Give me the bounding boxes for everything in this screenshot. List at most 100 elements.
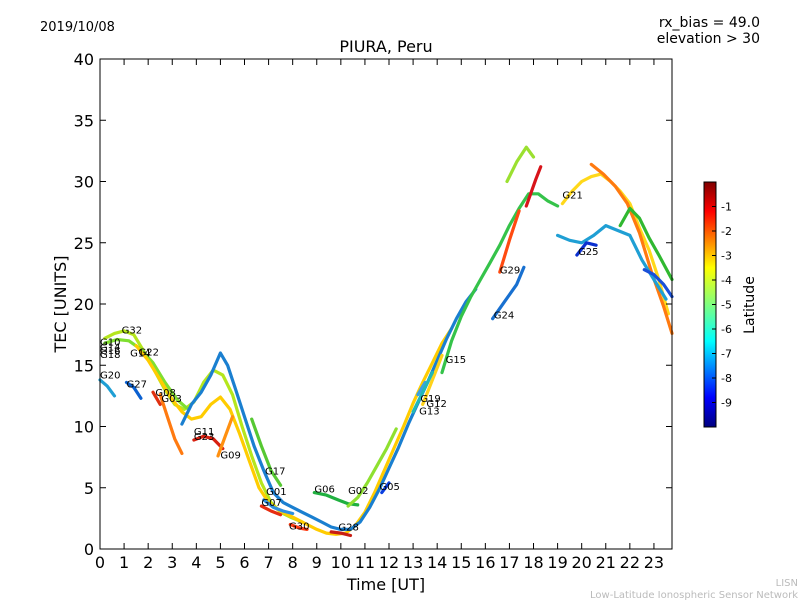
- satellite-label: G05: [379, 482, 399, 493]
- elevation-label: elevation > 30: [657, 31, 760, 47]
- y-tick-label: 35: [74, 111, 94, 130]
- y-tick-label: 5: [84, 479, 94, 498]
- y-tick-label: 15: [74, 356, 94, 375]
- x-tick-label: 4: [191, 553, 201, 572]
- series-trace: [421, 353, 444, 406]
- series-trace: [250, 417, 283, 487]
- colorbar-ticks: -1 -2 -3 -4 -5 -6 -7 -8 -9: [712, 201, 732, 410]
- series-trace: [288, 522, 309, 532]
- y-tick-label: 30: [74, 173, 94, 192]
- series-trace: [262, 498, 295, 516]
- satellite-label: G28: [338, 523, 358, 534]
- y-tick-label: 20: [74, 295, 94, 314]
- x-tick-label: 20: [572, 553, 592, 572]
- series-trace: [151, 390, 162, 406]
- series-trace: [124, 380, 143, 400]
- x-tick-label: 8: [288, 553, 298, 572]
- satellite-label: G17: [265, 466, 285, 477]
- series-trace: [103, 337, 189, 410]
- x-tick-label: 21: [596, 553, 616, 572]
- satellite-label: G08: [155, 388, 175, 399]
- x-tick-label: 10: [331, 553, 351, 572]
- series-trace: [440, 192, 560, 375]
- series-trace: [346, 427, 398, 508]
- footer-network: Low-Latitude Ionospheric Sensor Network: [590, 590, 798, 600]
- x-tick-label: 16: [475, 553, 495, 572]
- footer-lisn: LISN: [776, 578, 798, 589]
- colorbar-tick-label: -1: [721, 201, 732, 214]
- x-tick-label: 12: [379, 553, 399, 572]
- series-trace: [524, 165, 543, 208]
- series-trace: [103, 329, 304, 524]
- satellite-label: G23: [194, 432, 214, 443]
- x-tick-label: 13: [403, 553, 423, 572]
- satellite-label: G14: [100, 343, 120, 354]
- satellite-label: G25: [578, 247, 598, 258]
- x-tick-label: 2: [143, 553, 153, 572]
- satellite-label: G03: [161, 394, 181, 405]
- series-layer: [98, 145, 674, 538]
- series-trace: [259, 504, 283, 517]
- series-trace: [192, 434, 225, 451]
- colorbar-tick-label: -4: [721, 274, 732, 287]
- satellite-label: G07: [261, 498, 281, 509]
- satellite-label: G12: [426, 399, 446, 410]
- series-trace: [416, 380, 427, 397]
- satellite-label: G10: [100, 338, 120, 349]
- x-axis-label: Time [UT]: [346, 575, 425, 594]
- satellite-label: G16: [100, 346, 120, 357]
- series-trace: [642, 268, 674, 299]
- satellite-label: G22: [139, 347, 159, 358]
- satellite-label: G20: [100, 371, 120, 382]
- colorbar-tick-label: -7: [721, 348, 732, 361]
- colorbar-label: Latitude: [742, 276, 758, 334]
- satellite-label: G18: [100, 350, 120, 361]
- x-tick-label: 15: [451, 553, 471, 572]
- colorbar-tick-label: -3: [721, 250, 732, 263]
- satellite-label: G29: [500, 265, 520, 276]
- series-trace: [575, 241, 598, 257]
- colorbar-tick-label: -6: [721, 323, 732, 336]
- satellite-label: G02: [348, 486, 368, 497]
- date-label: 2019/10/08: [40, 20, 115, 35]
- series-trace: [589, 162, 674, 335]
- x-tick-label: 6: [239, 553, 249, 572]
- x-tick-label: 19: [547, 553, 567, 572]
- x-tick-label: 1: [119, 553, 129, 572]
- y-tick-label: 10: [74, 418, 94, 437]
- x-tick-label: 0: [95, 553, 105, 572]
- series-trace: [491, 265, 526, 321]
- satellite-label: G11: [194, 427, 214, 438]
- satellite-label: G01: [266, 487, 286, 498]
- x-tick-label: 17: [499, 553, 519, 572]
- series-trace: [329, 530, 353, 538]
- satellite-label: G24: [494, 311, 514, 322]
- colorbar-tick-label: -8: [721, 372, 732, 385]
- y-axis: 0 5 10 15 20 25 30 35 40: [74, 50, 672, 559]
- x-axis: 0 1 2 3 4 5 6 7 8 9 10 11 12 13 14 15 16 17 18 19 20 21 22 23: [95, 59, 664, 572]
- satellite-label: G14: [130, 349, 150, 360]
- y-tick-label: 40: [74, 50, 94, 69]
- satellite-label: G19: [420, 394, 440, 405]
- satellite-label: G06: [314, 485, 334, 496]
- x-tick-label: 11: [355, 553, 375, 572]
- x-tick-label: 7: [263, 553, 273, 572]
- series-trace: [555, 224, 668, 301]
- satellite-label: G30: [289, 521, 309, 532]
- x-tick-label: 14: [427, 553, 447, 572]
- series-trace: [216, 415, 235, 458]
- series-trace: [134, 326, 454, 536]
- satellite-label: G15: [446, 355, 466, 366]
- y-tick-label: 25: [74, 234, 94, 253]
- y-tick-label: 0: [84, 540, 94, 559]
- series-trace: [411, 371, 434, 414]
- series-trace: [158, 393, 184, 455]
- x-tick-label: 3: [167, 553, 177, 572]
- satellite-label: G27: [126, 379, 146, 390]
- series-trace: [498, 209, 521, 274]
- chart-title: PIURA, Peru: [339, 37, 432, 56]
- satellite-label: G09: [220, 450, 240, 461]
- series-trace: [505, 145, 536, 184]
